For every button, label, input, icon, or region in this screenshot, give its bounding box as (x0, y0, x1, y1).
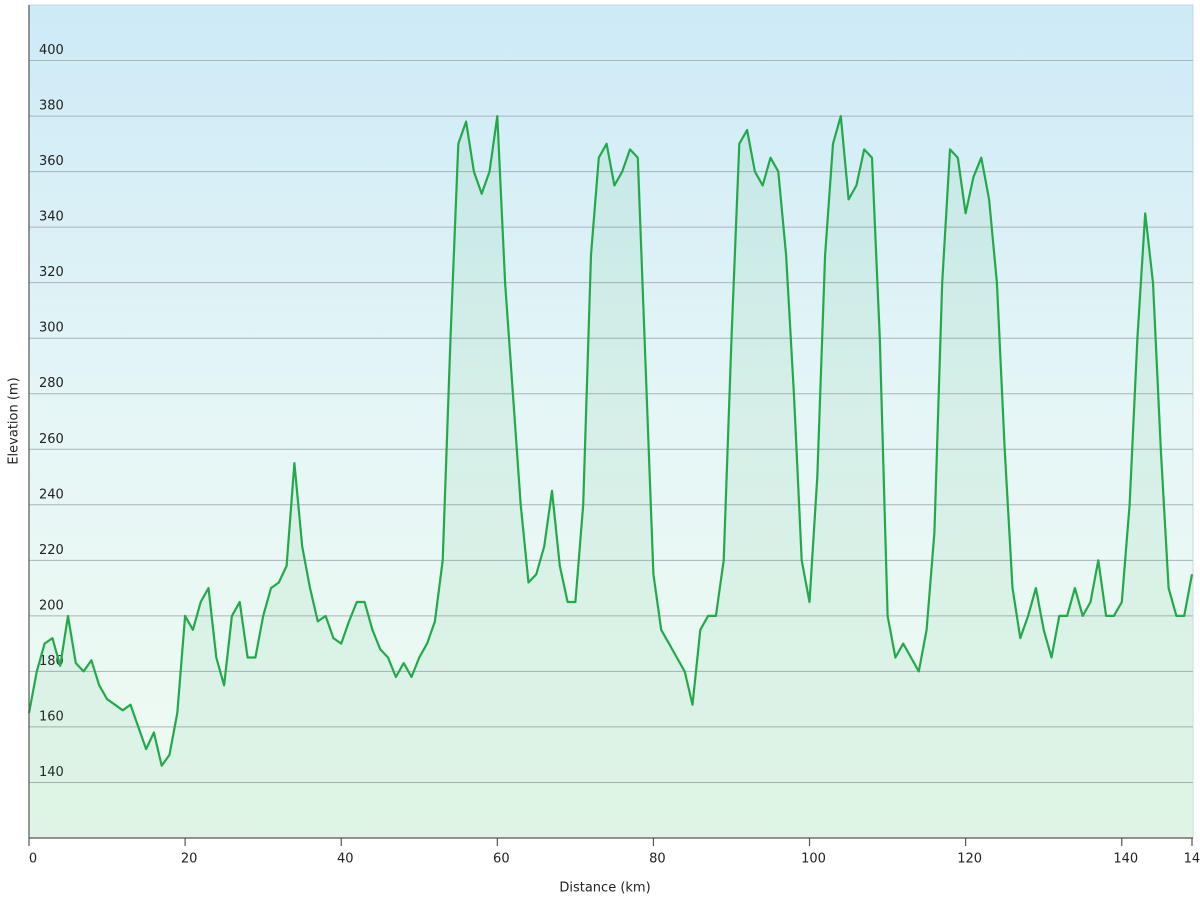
y-tick-label: 200 (39, 598, 64, 613)
y-tick-label: 300 (39, 321, 64, 336)
x-tick-label: 149 (1184, 852, 1200, 867)
x-tick-label: 80 (649, 852, 666, 867)
y-tick-label: 240 (39, 487, 64, 502)
y-tick-label: 280 (39, 376, 64, 391)
y-tick-label: 140 (39, 765, 64, 780)
elevation-line (27, 115, 1194, 767)
y-tick-label: 320 (39, 265, 64, 280)
y-tick-label: 220 (39, 543, 64, 558)
plot-background (28, 4, 1194, 839)
y-axis-label: Elevation (m) (7, 377, 22, 464)
x-tick-label: 120 (957, 852, 982, 867)
x-tick-label: 100 (801, 852, 826, 867)
x-tick-label: 40 (337, 852, 354, 867)
y-tick-label: 380 (39, 99, 64, 114)
x-tick-label: 0 (29, 852, 37, 867)
x-axis-label: Distance (km) (559, 881, 650, 896)
elevation-area (29, 116, 1192, 839)
x-tick-label: 20 (181, 852, 198, 867)
x-tick-label: 60 (493, 852, 510, 867)
y-tick-label: 260 (39, 432, 64, 447)
y-tick-label: 340 (39, 210, 64, 225)
y-tick-label: 160 (39, 709, 64, 724)
y-tick-label: 360 (39, 154, 64, 169)
x-tick-label: 140 (1113, 852, 1138, 867)
y-tick-label: 400 (39, 43, 64, 58)
